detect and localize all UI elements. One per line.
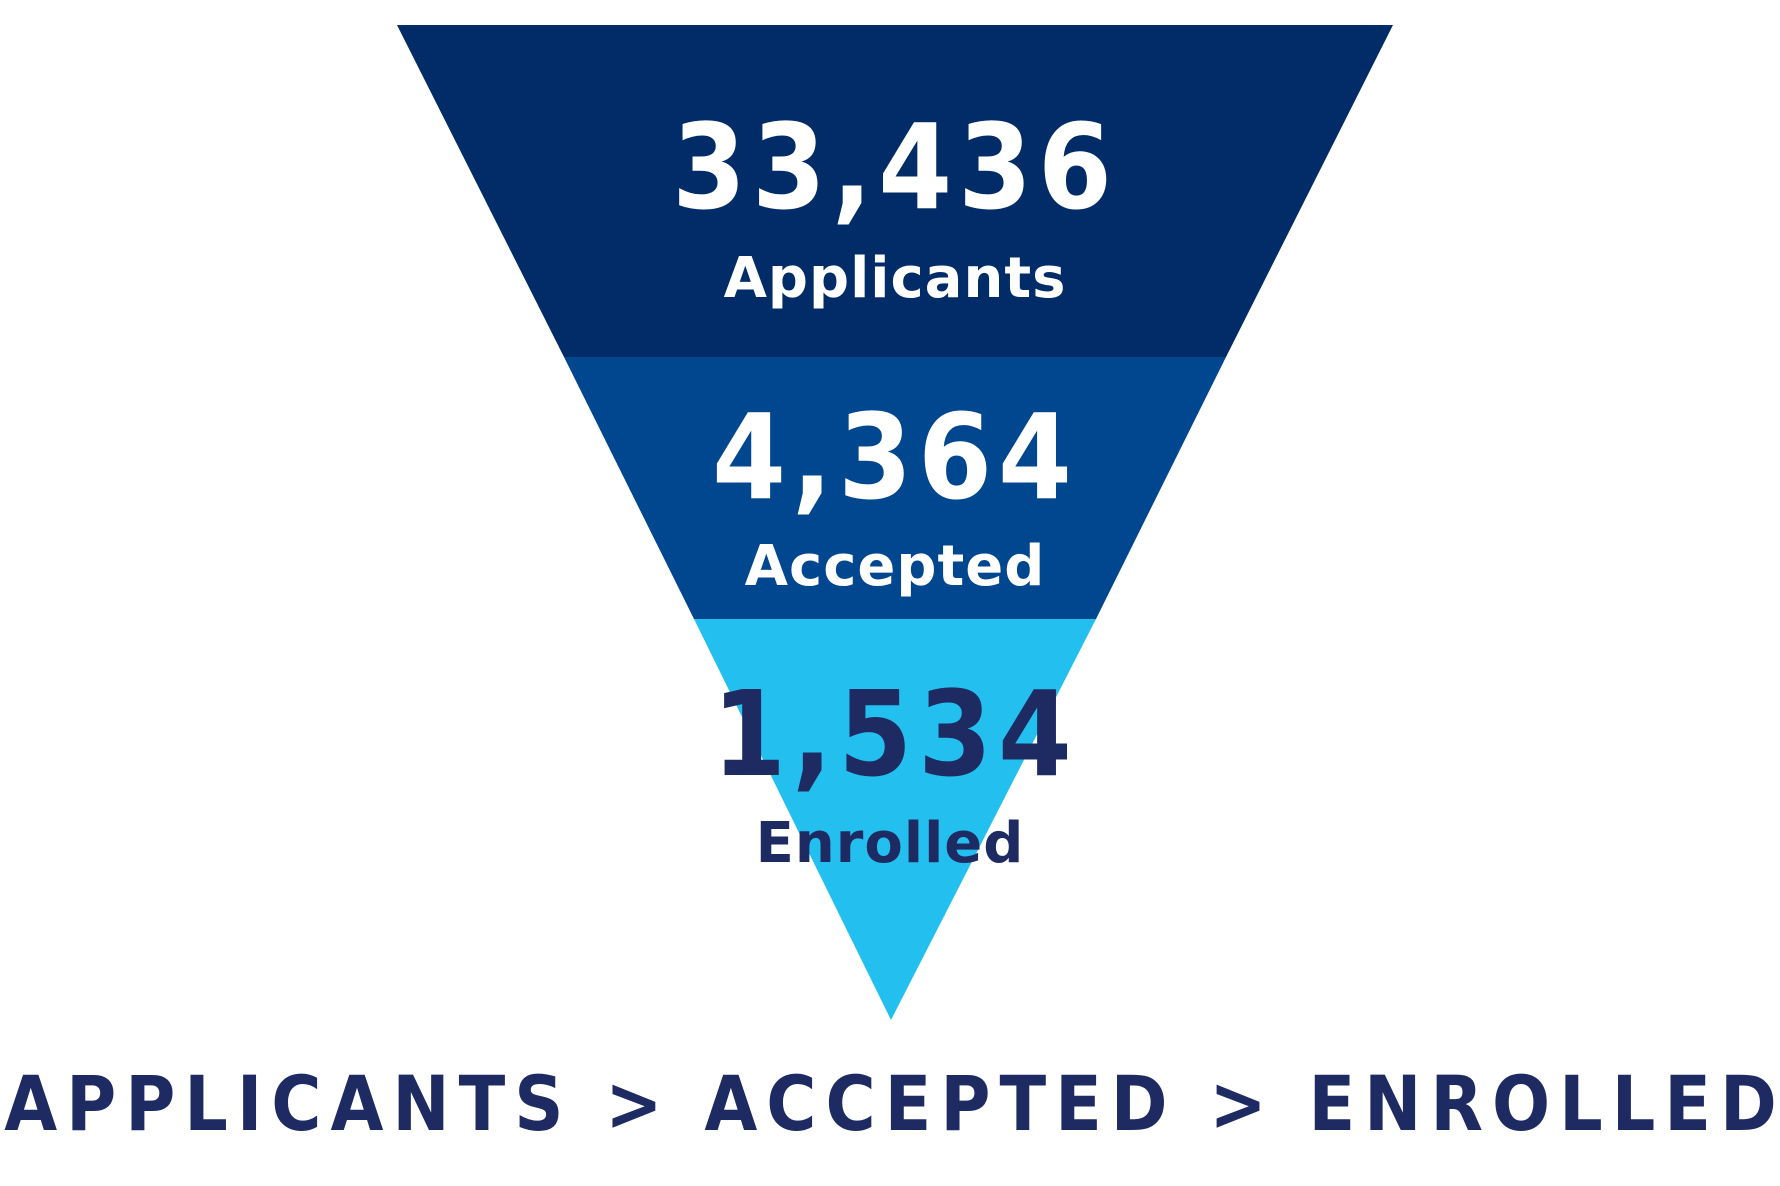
stage-value-applicants: 33,436 bbox=[672, 98, 1118, 236]
stage-value-enrolled: 1,534 bbox=[712, 665, 1078, 803]
funnel-caption: APPLICANTS > ACCEPTED > ENROLLED bbox=[4, 1059, 1780, 1148]
funnel-stage-applicants bbox=[397, 25, 1393, 357]
stage-label-enrolled: Enrolled bbox=[756, 811, 1025, 876]
funnel-stage-accepted bbox=[564, 357, 1226, 619]
stage-label-accepted: Accepted bbox=[745, 534, 1046, 599]
stage-value-accepted: 4,364 bbox=[712, 388, 1078, 526]
stage-label-applicants: Applicants bbox=[724, 246, 1067, 311]
funnel-stage-enrolled bbox=[694, 619, 1096, 1020]
